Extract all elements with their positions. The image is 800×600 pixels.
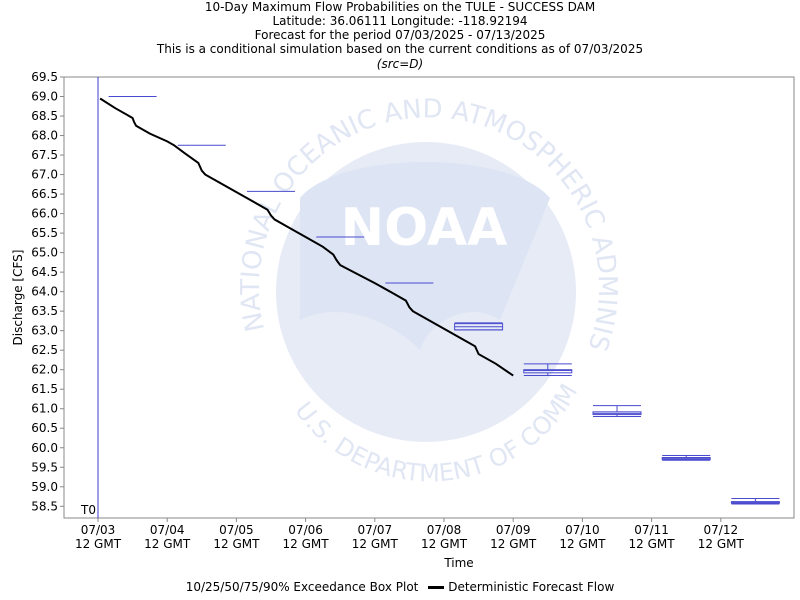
y-tick-label: 66.5 xyxy=(31,187,58,201)
y-tick-label: 64.5 xyxy=(31,265,58,279)
x-tick-label-date: 07/07 xyxy=(358,523,393,537)
x-tick-label-time: 12 GMT xyxy=(421,537,468,551)
axes: 58.5 59.0 59.5 60.0 60.5 61.0 61.5 62.0 62.5 63.0… xyxy=(11,70,795,570)
y-tick-label: 66.0 xyxy=(31,207,58,221)
y-tick-label: 60.0 xyxy=(31,441,58,455)
y-tick-label: 63.5 xyxy=(31,304,58,318)
y-tick-label: 69.0 xyxy=(31,90,58,104)
noaa-watermark: NOAA NATIONAL OCEANIC AND ATMOSPHERIC AD… xyxy=(0,0,622,487)
chart-subtitle-source: (src=D) xyxy=(376,57,424,71)
x-axis-label: Time xyxy=(443,556,473,570)
y-tick-label: 59.5 xyxy=(31,460,58,474)
y-tick-label: 67.0 xyxy=(31,168,58,182)
x-tick-label-time: 12 GMT xyxy=(698,537,745,551)
x-tick-label-date: 07/10 xyxy=(565,523,600,537)
y-tick-label: 68.5 xyxy=(31,109,58,123)
chart-title: 10-Day Maximum Flow Probabilities on the… xyxy=(204,0,596,14)
deterministic-line-group xyxy=(99,97,514,377)
x-tick-label-time: 12 GMT xyxy=(629,537,676,551)
x-tick-label-time: 12 GMT xyxy=(144,537,191,551)
y-tick-label: 62.5 xyxy=(31,343,58,357)
y-tick-label: 61.5 xyxy=(31,382,58,396)
x-tick-label-time: 12 GMT xyxy=(283,537,330,551)
box-plot xyxy=(730,497,780,505)
x-tick-label-time: 12 GMT xyxy=(559,537,606,551)
noaa-logo-text: NOAA xyxy=(341,198,508,258)
y-tick-label: 65.5 xyxy=(31,226,58,240)
x-tick-label-time: 12 GMT xyxy=(213,537,260,551)
x-tick-label-date: 07/11 xyxy=(634,523,669,537)
x-tick-label-date: 07/03 xyxy=(81,523,116,537)
chart-subtitle-location: Latitude: 36.06111 Longitude: -118.92194 xyxy=(272,14,528,28)
deterministic-forecast-line xyxy=(99,97,514,377)
noaa-logo-bird xyxy=(300,162,550,350)
box-plot xyxy=(592,405,642,418)
box-plot xyxy=(523,363,573,377)
x-tick-label-date: 07/06 xyxy=(288,523,323,537)
y-axis-label: Discharge [CFS] xyxy=(11,250,25,346)
y-tick-label: 61.0 xyxy=(31,402,58,416)
x-tick-label-time: 12 GMT xyxy=(352,537,399,551)
x-tick-label-time: 12 GMT xyxy=(490,537,537,551)
legend: 10/25/50/75/90% Exceedance Box Plot Dete… xyxy=(0,580,800,594)
legend-line-swatch xyxy=(428,586,445,589)
x-tick-label-date: 07/09 xyxy=(496,523,531,537)
y-tick-label: 69.5 xyxy=(31,70,58,84)
y-tick-label: 60.5 xyxy=(31,421,58,435)
y-tick-label: 67.5 xyxy=(31,148,58,162)
x-tick-label-date: 07/04 xyxy=(150,523,185,537)
boxes xyxy=(108,96,780,505)
x-tick-label-date: 07/05 xyxy=(219,523,254,537)
legend-box-label: 10/25/50/75/90% Exceedance Box Plot xyxy=(185,580,419,594)
box-plot xyxy=(661,455,711,461)
y-tick-label: 65.0 xyxy=(31,246,58,260)
t0-label: T0 xyxy=(80,503,96,517)
y-tick-label: 62.0 xyxy=(31,363,58,377)
y-tick-label: 58.5 xyxy=(31,499,58,513)
y-tick-label: 64.0 xyxy=(31,285,58,299)
chart-subtitle-conditions: This is a conditional simulation based o… xyxy=(156,42,644,56)
y-tick-label: 68.0 xyxy=(31,129,58,143)
plot-frame xyxy=(63,76,795,519)
x-tick-label-date: 07/08 xyxy=(427,523,462,537)
y-tick-label: 59.0 xyxy=(31,480,58,494)
x-tick-label-date: 07/12 xyxy=(704,523,739,537)
legend-line-label: Deterministic Forecast Flow xyxy=(448,580,615,594)
chart-subtitle-period: Forecast for the period 07/03/2025 - 07/… xyxy=(254,28,546,42)
box-plot xyxy=(454,322,504,331)
x-tick-label-time: 12 GMT xyxy=(75,537,122,551)
y-tick-label: 63.0 xyxy=(31,324,58,338)
